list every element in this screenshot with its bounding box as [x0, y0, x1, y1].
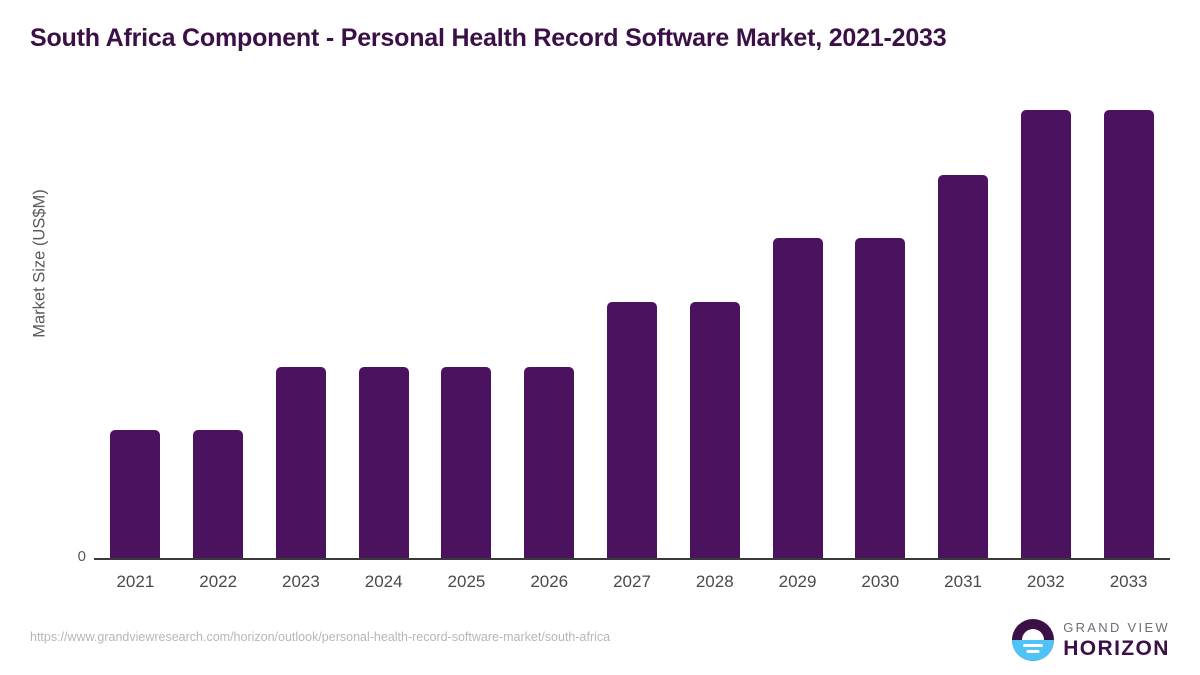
x-axis-label-2030: 2030: [861, 572, 900, 591]
logo-text: GRAND VIEW HORIZON: [1063, 621, 1170, 659]
bar-series: [94, 110, 1170, 558]
bar-slot: [839, 110, 922, 558]
x-axis-labels: 2021 2022 2023 2024 2025 2026 2027 2028 2029 2030…: [94, 572, 1170, 598]
brand-logo: GRAND VIEW HORIZON: [1012, 618, 1170, 662]
bar-2026[interactable]: [524, 367, 575, 558]
bar-slot: [342, 110, 425, 558]
bar-2030[interactable]: [855, 238, 906, 558]
bar-slot: [1087, 110, 1170, 558]
bar-slot: [1004, 110, 1087, 558]
bar-2033[interactable]: [1103, 110, 1154, 558]
bar-slot: [425, 110, 508, 558]
bar-2029[interactable]: [772, 238, 823, 558]
x-axis-label-2028: 2028: [695, 572, 734, 591]
logo-text-bottom: HORIZON: [1063, 637, 1170, 660]
x-axis-label-2022: 2022: [199, 572, 238, 591]
horizon-sun-icon: [1012, 619, 1055, 661]
bar-2031[interactable]: [938, 174, 989, 558]
x-axis-label-2029: 2029: [778, 572, 817, 591]
bar-2025[interactable]: [441, 367, 492, 558]
source-url[interactable]: https://www.grandviewresearch.com/horizo…: [30, 630, 611, 644]
logo-bar-lower: [1026, 650, 1040, 653]
bar-slot: [673, 110, 756, 558]
bar-slot: [922, 110, 1005, 558]
x-axis-label-2032: 2032: [1026, 572, 1065, 591]
x-axis-label-2027: 2027: [613, 572, 651, 591]
x-axis-label-2021: 2021: [116, 572, 155, 591]
bar-2027[interactable]: [606, 302, 657, 558]
bar-slot: [177, 110, 260, 558]
bar-slot: [260, 110, 343, 558]
logo-dome-shape: [1022, 629, 1045, 640]
logo-bar-upper: [1023, 644, 1044, 647]
bar-2022[interactable]: [193, 429, 244, 558]
bar-2024[interactable]: [358, 367, 409, 558]
y-axis-title: Market Size (US$M): [30, 189, 49, 338]
x-axis-label-2031: 2031: [944, 572, 982, 591]
bar-slot: [94, 110, 177, 558]
y-axis-tick-zero: 0: [77, 548, 86, 565]
x-axis-label-2033: 2033: [1109, 572, 1148, 591]
bar-slot: [508, 110, 591, 558]
logo-text-top: GRAND VIEW: [1063, 620, 1170, 635]
x-axis-label-2024: 2024: [364, 572, 403, 591]
x-axis-label-2025: 2025: [447, 572, 486, 591]
x-axis-label-2023: 2023: [282, 572, 320, 591]
bar-slot: [591, 110, 674, 558]
bar-2032[interactable]: [1020, 110, 1071, 558]
x-axis-line: [94, 558, 1170, 560]
bar-2021[interactable]: [110, 429, 161, 558]
bar-slot: [756, 110, 839, 558]
bar-2023[interactable]: [275, 367, 326, 558]
page-title: South Africa Component - Personal Health…: [30, 24, 947, 52]
x-axis-label-2026: 2026: [530, 572, 569, 591]
bar-2028[interactable]: [689, 302, 740, 558]
